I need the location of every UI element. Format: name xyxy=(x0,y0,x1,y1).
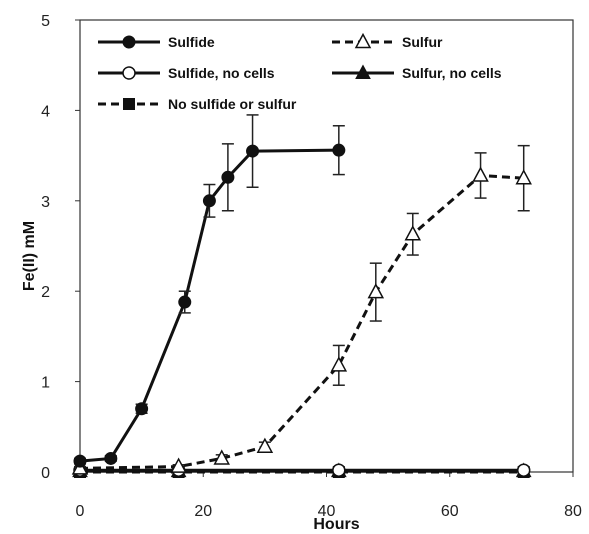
data-point xyxy=(515,169,532,185)
data-point xyxy=(213,449,230,465)
legend-marker xyxy=(123,98,135,110)
x-tick-label: 40 xyxy=(318,503,336,520)
y-tick-label: 4 xyxy=(41,103,50,120)
x-tick-label: 0 xyxy=(76,503,85,520)
data-point xyxy=(332,143,346,157)
data-point xyxy=(221,170,235,184)
legend-marker xyxy=(354,32,372,49)
tick-labels: 0 20 40 60 80 0 1 2 3 4 5 xyxy=(41,13,582,520)
legend-marker xyxy=(122,66,136,80)
data-point xyxy=(516,463,531,477)
data-point xyxy=(178,295,192,309)
data-point xyxy=(104,451,118,465)
x-axis-label: Hours xyxy=(313,516,359,533)
data-point xyxy=(256,437,274,453)
legend-marker xyxy=(355,64,371,79)
legend: Sulfide Sulfur Sulfide, no cells Sulfur, no… xyxy=(98,32,502,112)
legend-item: Sulfide xyxy=(98,34,215,50)
data-point xyxy=(246,144,260,158)
y-tick-label: 5 xyxy=(41,13,50,30)
data-point xyxy=(404,225,422,241)
legend-label: Sulfide, no cells xyxy=(168,65,275,81)
legend-item: Sulfur, no cells xyxy=(332,64,502,81)
legend-label: No sulfide or sulfur xyxy=(168,96,297,112)
legend-label: Sulfide xyxy=(168,34,215,50)
data-point xyxy=(202,194,216,208)
y-tick-label: 1 xyxy=(41,375,50,392)
data-point xyxy=(170,457,187,473)
legend-item: No sulfide or sulfur xyxy=(98,96,297,112)
legend-item: Sulfur xyxy=(332,32,443,50)
legend-item: Sulfide, no cells xyxy=(98,65,275,81)
data-point xyxy=(73,454,87,468)
data-point xyxy=(367,283,385,299)
y-axis-label: Fe(II) mM xyxy=(21,221,38,291)
series-line xyxy=(79,173,524,470)
series-2 xyxy=(71,144,532,475)
x-tick-label: 80 xyxy=(564,503,582,520)
legend-marker xyxy=(122,35,136,49)
x-tick-label: 20 xyxy=(194,503,212,520)
data-point xyxy=(330,356,348,372)
series-3 xyxy=(73,463,531,477)
legend-label: Sulfur xyxy=(402,34,443,50)
series-group xyxy=(71,114,532,478)
axes xyxy=(75,19,574,477)
series-1 xyxy=(73,114,346,468)
data-point xyxy=(472,166,489,182)
y-tick-label: 0 xyxy=(41,465,50,482)
y-tick-label: 2 xyxy=(41,284,50,301)
x-tick-label: 60 xyxy=(441,503,459,520)
data-point xyxy=(332,463,346,477)
plot-frame xyxy=(79,19,574,473)
y-tick-label: 3 xyxy=(41,194,50,211)
legend-label: Sulfur, no cells xyxy=(402,65,502,81)
data-point xyxy=(135,402,149,416)
